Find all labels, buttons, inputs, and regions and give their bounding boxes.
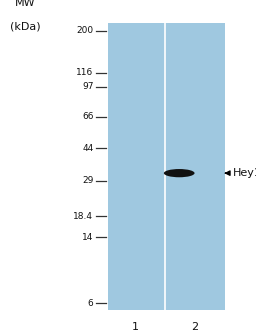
Text: MW: MW: [15, 0, 36, 8]
Text: 6: 6: [88, 299, 93, 308]
Text: 44: 44: [82, 144, 93, 153]
Text: 1: 1: [132, 322, 139, 330]
Text: 2: 2: [191, 322, 198, 330]
Text: 116: 116: [76, 68, 93, 78]
Text: 200: 200: [76, 26, 93, 35]
Text: (kDa): (kDa): [10, 21, 41, 31]
Text: 18.4: 18.4: [73, 212, 93, 221]
Bar: [108, 23, 225, 310]
Ellipse shape: [164, 169, 195, 177]
Text: Hey1: Hey1: [233, 168, 256, 178]
Text: 66: 66: [82, 112, 93, 121]
Text: 14: 14: [82, 233, 93, 242]
Text: 29: 29: [82, 176, 93, 185]
Text: 97: 97: [82, 82, 93, 91]
